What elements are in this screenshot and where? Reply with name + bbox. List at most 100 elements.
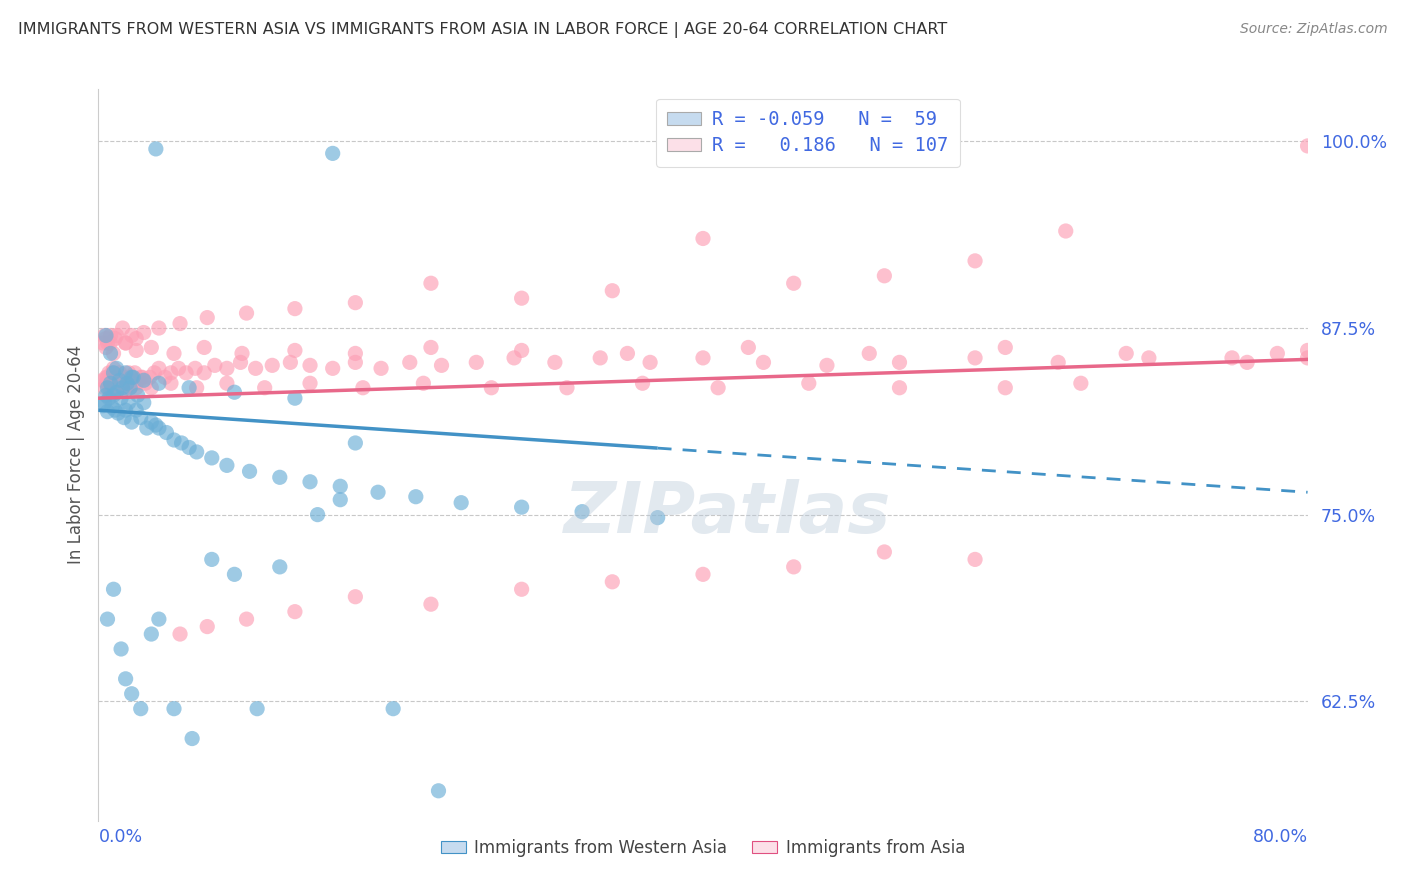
Text: 0.0%: 0.0%: [98, 828, 142, 847]
Point: [111, 321, 134, 335]
Point: [420, 341, 443, 355]
Point: [1054, 224, 1077, 238]
Point: [420, 597, 443, 611]
Point: [344, 355, 367, 369]
Point: [100, 346, 122, 360]
Point: [737, 341, 759, 355]
Point: [510, 500, 533, 515]
Point: [96, 612, 118, 626]
Point: [193, 366, 215, 380]
Point: [405, 490, 427, 504]
Point: [108, 373, 131, 387]
Point: [692, 231, 714, 245]
Point: [103, 388, 125, 402]
Point: [132, 326, 155, 340]
Point: [193, 341, 215, 355]
Point: [91, 335, 114, 350]
Point: [994, 341, 1017, 355]
Point: [430, 359, 453, 373]
Point: [253, 381, 276, 395]
Point: [114, 335, 136, 350]
Point: [344, 436, 367, 450]
Point: [1137, 351, 1160, 365]
Point: [370, 361, 392, 376]
Point: [114, 381, 136, 395]
Point: [169, 627, 191, 641]
Point: [96, 376, 118, 391]
Point: [114, 366, 136, 380]
Point: [100, 328, 122, 343]
Point: [344, 590, 367, 604]
Point: [104, 403, 127, 417]
Text: ZIPatlas: ZIPatlas: [564, 479, 891, 548]
Point: [139, 370, 162, 384]
Point: [195, 310, 218, 325]
Point: [245, 361, 267, 376]
Point: [284, 301, 307, 316]
Point: [94, 370, 117, 384]
Point: [148, 361, 170, 376]
Point: [135, 421, 157, 435]
Point: [115, 370, 138, 384]
Point: [122, 370, 145, 384]
Point: [148, 321, 170, 335]
Point: [631, 376, 654, 391]
Point: [132, 395, 155, 409]
Point: [284, 391, 307, 405]
Point: [184, 361, 207, 376]
Point: [114, 403, 136, 417]
Point: [1296, 351, 1319, 365]
Point: [153, 370, 176, 384]
Point: [602, 284, 624, 298]
Point: [121, 370, 143, 384]
Point: [299, 359, 322, 373]
Point: [412, 376, 434, 391]
Point: [169, 317, 191, 331]
Point: [121, 328, 143, 343]
Point: [127, 388, 149, 402]
Point: [571, 505, 593, 519]
Point: [129, 410, 152, 425]
Point: [101, 366, 124, 380]
Point: [105, 385, 128, 400]
Point: [889, 355, 911, 369]
Y-axis label: In Labor Force | Age 20-64: In Labor Force | Age 20-64: [66, 345, 84, 565]
Point: [398, 355, 420, 369]
Point: [103, 366, 125, 380]
Point: [96, 381, 118, 395]
Point: [134, 376, 156, 391]
Point: [141, 381, 163, 395]
Point: [112, 376, 135, 391]
Point: [589, 351, 612, 365]
Point: [103, 346, 125, 360]
Point: [120, 381, 142, 395]
Point: [114, 335, 136, 350]
Point: [555, 381, 578, 395]
Point: [235, 306, 257, 320]
Point: [858, 346, 880, 360]
Point: [280, 355, 302, 369]
Point: [120, 381, 142, 395]
Point: [96, 335, 118, 350]
Point: [104, 331, 127, 345]
Point: [94, 331, 117, 345]
Point: [110, 391, 132, 405]
Point: [1115, 346, 1137, 360]
Point: [121, 415, 143, 429]
Point: [215, 376, 238, 391]
Point: [115, 376, 138, 391]
Point: [427, 784, 450, 798]
Point: [195, 619, 218, 633]
Point: [100, 385, 122, 400]
Point: [107, 376, 129, 391]
Point: [510, 582, 533, 597]
Point: [103, 582, 125, 597]
Point: [108, 373, 131, 387]
Point: [118, 395, 141, 409]
Point: [616, 346, 638, 360]
Point: [1296, 343, 1319, 358]
Point: [299, 475, 322, 489]
Point: [262, 359, 284, 373]
Point: [783, 277, 806, 291]
Point: [132, 373, 155, 387]
